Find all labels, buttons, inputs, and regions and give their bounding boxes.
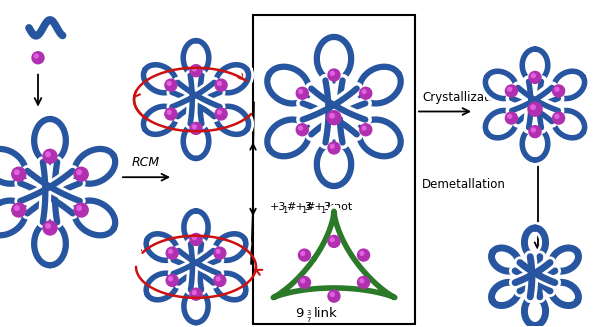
Circle shape xyxy=(215,79,227,91)
Circle shape xyxy=(12,167,26,181)
Circle shape xyxy=(77,170,81,175)
Circle shape xyxy=(296,124,308,136)
Circle shape xyxy=(167,81,171,85)
Bar xyxy=(253,15,415,323)
Circle shape xyxy=(529,126,541,138)
Text: knot: knot xyxy=(324,202,352,212)
Text: RCM: RCM xyxy=(132,156,160,169)
Circle shape xyxy=(34,54,39,58)
Text: 1: 1 xyxy=(301,206,306,215)
Circle shape xyxy=(553,85,565,97)
Circle shape xyxy=(46,152,51,157)
Circle shape xyxy=(169,277,172,281)
Circle shape xyxy=(299,90,302,94)
Circle shape xyxy=(330,293,334,296)
Circle shape xyxy=(328,235,340,248)
Circle shape xyxy=(166,247,178,259)
Circle shape xyxy=(299,249,311,261)
Circle shape xyxy=(216,277,220,281)
Circle shape xyxy=(12,203,26,217)
Circle shape xyxy=(531,105,535,110)
Circle shape xyxy=(532,128,535,132)
Circle shape xyxy=(301,251,305,255)
Circle shape xyxy=(553,112,565,124)
Circle shape xyxy=(506,112,517,124)
Circle shape xyxy=(169,250,172,253)
Circle shape xyxy=(32,52,44,64)
Text: Demetallation: Demetallation xyxy=(422,178,506,191)
Text: $^3_7$: $^3_7$ xyxy=(306,308,312,325)
Circle shape xyxy=(193,125,196,129)
Circle shape xyxy=(74,203,88,217)
Circle shape xyxy=(167,111,171,114)
Circle shape xyxy=(330,71,334,75)
Circle shape xyxy=(529,71,541,83)
Circle shape xyxy=(14,170,19,175)
Text: #+3: #+3 xyxy=(286,202,312,212)
Circle shape xyxy=(217,111,222,114)
Circle shape xyxy=(74,167,88,181)
Circle shape xyxy=(506,85,517,97)
Circle shape xyxy=(46,224,51,228)
Circle shape xyxy=(190,65,202,77)
Circle shape xyxy=(193,236,196,240)
Circle shape xyxy=(299,126,302,130)
Circle shape xyxy=(214,274,226,286)
Text: 1: 1 xyxy=(320,206,325,215)
Circle shape xyxy=(14,206,19,210)
Circle shape xyxy=(327,111,341,125)
Circle shape xyxy=(358,249,370,261)
Circle shape xyxy=(328,142,340,154)
Circle shape xyxy=(190,288,202,300)
Circle shape xyxy=(532,74,535,77)
Circle shape xyxy=(77,206,81,210)
Circle shape xyxy=(328,69,340,81)
Circle shape xyxy=(43,221,57,235)
Circle shape xyxy=(214,247,226,259)
Circle shape xyxy=(508,87,512,91)
Text: $9$: $9$ xyxy=(295,307,305,320)
Circle shape xyxy=(360,251,364,255)
Circle shape xyxy=(328,290,340,302)
Circle shape xyxy=(528,102,542,116)
Circle shape xyxy=(165,108,177,120)
Text: Crystallization: Crystallization xyxy=(422,91,507,104)
Circle shape xyxy=(362,126,366,130)
Circle shape xyxy=(360,124,372,136)
Circle shape xyxy=(193,291,196,294)
Circle shape xyxy=(299,277,311,288)
Text: #+3: #+3 xyxy=(305,202,330,212)
Circle shape xyxy=(330,113,334,118)
Circle shape xyxy=(190,122,202,134)
Circle shape xyxy=(216,250,220,253)
Circle shape xyxy=(217,81,222,85)
Circle shape xyxy=(508,114,512,118)
Circle shape xyxy=(190,233,202,245)
Circle shape xyxy=(166,274,178,286)
Text: 1: 1 xyxy=(282,206,287,215)
Circle shape xyxy=(165,79,177,91)
Circle shape xyxy=(362,90,366,94)
Circle shape xyxy=(555,114,559,118)
Circle shape xyxy=(193,67,196,71)
Circle shape xyxy=(301,279,305,283)
Circle shape xyxy=(296,87,308,99)
Circle shape xyxy=(555,87,559,91)
Circle shape xyxy=(43,149,57,163)
Circle shape xyxy=(330,238,334,242)
Circle shape xyxy=(360,87,372,99)
Circle shape xyxy=(330,145,334,148)
Circle shape xyxy=(358,277,370,288)
Text: +3: +3 xyxy=(270,202,287,212)
Circle shape xyxy=(360,279,364,283)
Circle shape xyxy=(215,108,227,120)
Text: link: link xyxy=(314,307,338,320)
